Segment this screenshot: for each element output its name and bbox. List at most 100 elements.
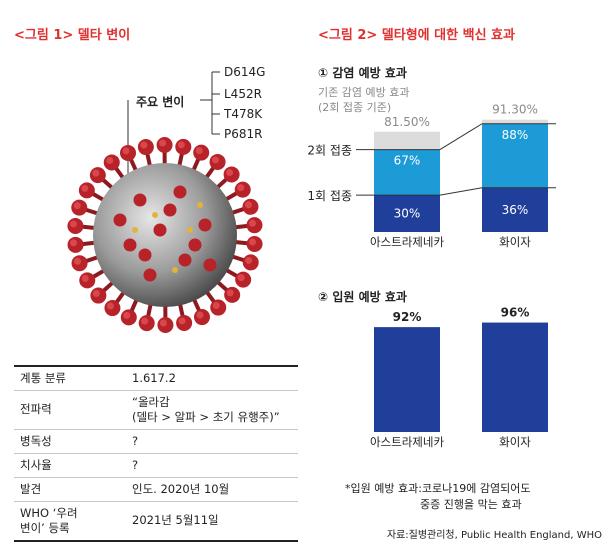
mutation-label-p681r: P681R <box>224 127 263 141</box>
table-value-cell: “올라감 (델타 > 알파 > 초기 유행주)” <box>126 390 298 430</box>
spike-highlight <box>237 274 245 282</box>
baseline-value-label: 91.30% <box>492 103 538 117</box>
footnote: *입원 예방 효과:코로나19에 감염되어도 중증 진행을 막는 효과 <box>345 481 531 513</box>
surface-protein <box>143 268 157 282</box>
figure1-title: <그림 1> 델타 변이 <box>14 28 131 43</box>
spike-highlight <box>249 238 257 246</box>
spike-highlight <box>196 311 204 319</box>
surface-marker <box>172 267 178 273</box>
spike-highlight <box>177 141 185 149</box>
mutation-label-l452r: L452R <box>224 87 262 101</box>
table-key-cell: 치사율 <box>14 453 126 478</box>
surface-protein <box>163 203 177 217</box>
dose2-connector <box>439 123 483 151</box>
surface-protein <box>198 218 212 232</box>
table-key-cell: 계통 분류 <box>14 364 126 391</box>
baseline-note-line2: (2회 접종 기준) <box>318 100 392 114</box>
spike-highlight <box>106 302 114 310</box>
spike-highlight <box>195 147 203 155</box>
table-key-cell: WHO ‘우려 변이’ 등록 <box>14 501 126 542</box>
hospitalization-prevention-chart: 92% 아스트라제네카 96% 화이자 <box>370 306 548 449</box>
table-value-cell: ? <box>126 429 298 454</box>
spike-highlight <box>159 139 167 147</box>
table-value-cell: 인도. 2020년 10월 <box>126 477 298 502</box>
category-label: 아스트라제네카 <box>370 235 444 249</box>
table-key-cell: 발견 <box>14 477 126 502</box>
spike-highlight <box>244 201 252 209</box>
dose1-bar <box>374 195 440 232</box>
spike-highlight <box>73 202 81 210</box>
table-key-cell: 전파력 <box>14 390 126 430</box>
table-value-cell: ? <box>126 453 298 478</box>
hospitalization-value-label: 92% <box>393 310 422 324</box>
hospitalization-value-label: 96% <box>501 306 530 320</box>
hospitalization-bar <box>482 322 548 432</box>
spike-highlight <box>237 184 245 192</box>
mutation-bracket <box>127 71 220 177</box>
category-label: 화이자 <box>499 435 531 449</box>
surface-marker <box>187 227 193 233</box>
table-row: 계통 분류 1.617.2 <box>14 364 298 391</box>
spike-highlight <box>106 156 114 164</box>
spike-highlight <box>81 274 89 282</box>
table-row: 치사율? <box>14 453 298 478</box>
dose2-value-label: 88% <box>502 128 529 142</box>
surface-protein <box>203 258 217 272</box>
baseline-value-label: 81.50% <box>384 115 430 129</box>
dose1-value-label: 30% <box>394 207 421 221</box>
spike-highlight <box>122 147 130 155</box>
delta-info-table: 계통 분류 1.617.2 전파력 “올라감 (델타 > 알파 > 초기 유행주)” 병… <box>14 364 298 542</box>
dose2-bar <box>374 149 440 196</box>
table-value-cell: 2021년 5월11일 <box>126 501 298 542</box>
spike-highlight <box>81 184 89 192</box>
spike-highlight <box>141 317 149 325</box>
dose2-value-label: 67% <box>394 154 421 168</box>
spike-highlight <box>226 168 234 176</box>
spike-highlight <box>123 311 131 319</box>
surface-marker <box>197 202 203 208</box>
row-label-dose1: 1회 접종 <box>307 189 352 203</box>
surface-protein <box>113 213 127 227</box>
spike-highlight <box>226 289 234 297</box>
infection-prevention-title: ① 감염 예방 효과 <box>318 66 407 80</box>
table-row: 발견 인도. 2020년 10월 <box>14 477 298 502</box>
footnote-line1: *입원 예방 효과:코로나19에 감염되어도 <box>345 482 531 495</box>
surface-marker <box>132 227 138 233</box>
surface-protein <box>153 223 167 237</box>
spike-highlight <box>74 257 82 265</box>
dose1-connector <box>439 187 483 196</box>
spike-highlight <box>178 317 186 325</box>
source-credit: 자료:질병관리청, Public Health England, WHO <box>386 530 602 541</box>
dose2-bar <box>482 123 548 188</box>
table-row: 병독성? <box>14 429 298 454</box>
surface-protein <box>188 238 202 252</box>
dose1-bar <box>482 187 548 232</box>
spike-highlight <box>248 219 256 227</box>
baseline-note-line1: 기존 감염 예방 효과 <box>318 86 410 99</box>
spike-highlight <box>212 156 220 164</box>
surface-protein <box>123 238 137 252</box>
spike-highlight <box>92 290 100 298</box>
baseline-note: 기존 감염 예방 효과 (2회 접종 기준) <box>318 86 409 116</box>
category-label: 아스트라제네카 <box>370 435 444 449</box>
mutation-label-d614g: D614G <box>224 65 266 79</box>
spike-highlight <box>140 141 148 149</box>
table-value-cell: 1.617.2 <box>126 364 298 391</box>
hospitalization-prevention-title: ② 입원 예방 효과 <box>318 290 407 304</box>
delta-virus-illustration <box>67 137 263 333</box>
spike-highlight <box>245 256 253 264</box>
spike-highlight <box>69 220 77 228</box>
table-key-cell: 병독성 <box>14 429 126 454</box>
infection-prevention-chart: 81.50% 67% 30% 아스트라제네카 91.30% 88% 36% 화이자 2회 접종 1… <box>307 103 556 249</box>
spike-highlight <box>212 302 220 310</box>
category-label: 화이자 <box>499 235 531 249</box>
surface-protein <box>138 248 152 262</box>
surface-marker <box>152 212 158 218</box>
surface-protein <box>173 185 187 199</box>
main-mutation-label: 주요 변이 <box>133 93 188 110</box>
figure2-title: <그림 2> 델타형에 대한 백신 효과 <box>318 28 515 43</box>
row-label-dose2: 2회 접종 <box>307 144 352 158</box>
hospitalization-bar <box>374 327 440 432</box>
mutation-label-t478k: T478K <box>224 107 263 121</box>
table-row: WHO ‘우려 변이’ 등록 2021년 5월11일 <box>14 501 298 542</box>
